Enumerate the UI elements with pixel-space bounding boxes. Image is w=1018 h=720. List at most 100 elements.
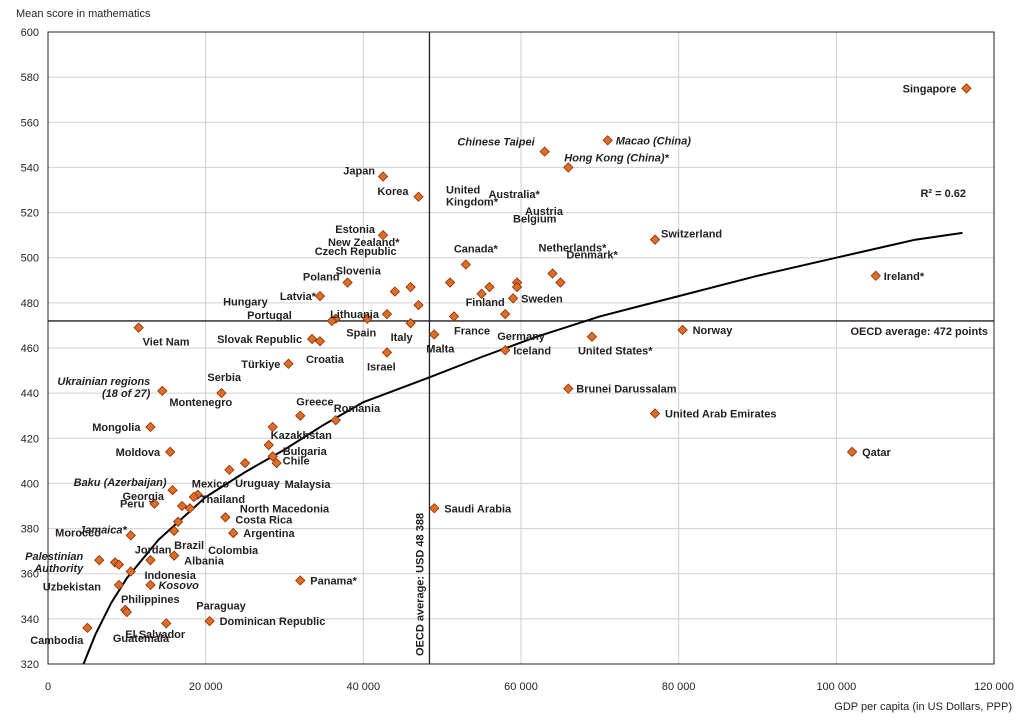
label-dominican-republic: Dominican Republic [220, 616, 326, 628]
point-australia [484, 281, 495, 293]
point-iceland [500, 345, 511, 356]
y-tick-label: 600 [21, 27, 39, 39]
y-axis-title: Mean score in mathematics [16, 8, 151, 20]
point-montenegro [224, 464, 235, 476]
point-kazakhstan [267, 421, 278, 433]
point-slovak-republic [306, 333, 318, 345]
y-tick-label: 580 [21, 72, 39, 84]
label-latvia: Latvia* [280, 291, 317, 303]
label-jamaica: Jamaica* [79, 524, 127, 536]
y-tick-label: 340 [21, 614, 39, 626]
x-tick-label: 120 000 [974, 681, 1014, 693]
oecd-average-gdp-label: OECD average: USD 48 388 [414, 513, 426, 656]
x-tick-label: 60 000 [504, 681, 538, 693]
y-tick-label: 380 [21, 524, 39, 536]
point-costa-rica [220, 512, 231, 523]
label-korea: Korea [377, 186, 409, 198]
point-jordan [125, 566, 136, 577]
y-tick-label: 400 [21, 478, 39, 490]
label-montenegro: Montenegro [169, 397, 232, 409]
point-serbia [216, 387, 227, 399]
point-mongolia [145, 421, 156, 433]
label-poland: Poland [303, 272, 340, 284]
point-new-zealand [413, 299, 424, 311]
y-tick-label: 420 [21, 433, 39, 445]
x-tick-label: 0 [45, 681, 51, 693]
reference-lines: OECD average: 472 points OECD average: US… [48, 32, 994, 664]
point-estonia [377, 229, 389, 241]
point-poland [342, 277, 353, 288]
x-axis-title: GDP per capita (in US Dollars, PPP) [834, 701, 1012, 713]
point-united-states [586, 331, 598, 342]
label-qatar: Qatar [862, 447, 891, 459]
label-united-arab-emirates: United Arab Emirates [665, 408, 776, 420]
label-saudi-arabia: Saudi Arabia [444, 503, 512, 515]
point-chile [267, 451, 278, 462]
point-georgia [176, 500, 188, 512]
x-tick-label: 100 000 [816, 681, 856, 693]
label-brazil: Brazil [174, 540, 204, 552]
point-israel [381, 347, 393, 358]
label-mexico: Mexico [192, 479, 230, 491]
label-hong-kong-china: Hong Kong (China)* [564, 152, 669, 164]
label-bulgaria: Bulgaria [283, 446, 328, 458]
point-colombia [172, 516, 184, 527]
point-paraguay [161, 618, 172, 629]
label-singapore: Singapore [903, 83, 957, 95]
label-costa-rica: Costa Rica [235, 514, 293, 526]
label-slovenia: Slovenia [336, 266, 382, 278]
label-israel: Israel [367, 362, 396, 374]
trend-r2-label: R² = 0.62 [920, 188, 966, 200]
point-t-rkiye [283, 358, 294, 369]
label-philippines: Philippines [121, 594, 180, 606]
point-croatia [314, 336, 326, 347]
point-sweden [507, 293, 519, 304]
point-philippines [113, 579, 125, 591]
data-points [82, 83, 972, 634]
point-malaysia [271, 457, 282, 469]
point-peru [149, 498, 160, 509]
point-germany [500, 308, 511, 320]
point-united-kingdom [444, 277, 456, 288]
point-labels: Singapore Macao (China) Chinese Taipei Hong… [25, 83, 956, 646]
point-latvia [314, 290, 326, 302]
label-cambodia: Cambodia [30, 635, 84, 647]
point-chinese-taipei [539, 146, 550, 157]
point-qatar [846, 446, 858, 457]
label-uruguay: Uruguay [235, 478, 280, 490]
point-malta [429, 329, 440, 340]
label-jordan: Jordan [135, 544, 172, 556]
label-thailand: Thailand [200, 494, 245, 506]
label-north-macedonia: North Macedonia [240, 503, 330, 515]
axis-ticks: 320 340 360 380 400 420 440 460 480 500 520 540 560 5… [21, 27, 1014, 693]
point-japan [377, 171, 389, 182]
label-denmark: Denmark* [566, 250, 618, 262]
label-switzerland: Switzerland [661, 229, 722, 241]
label-indonesia: Indonesia [144, 570, 196, 582]
label-ireland: Ireland* [884, 271, 925, 283]
label-united-states: United States* [578, 346, 653, 358]
point-lithuania [381, 308, 393, 320]
point-greece [295, 410, 306, 421]
point-albania [168, 550, 180, 561]
point-norway [677, 324, 688, 336]
point-slovenia [389, 286, 401, 297]
y-tick-label: 460 [21, 343, 39, 355]
point-moldova [165, 446, 176, 457]
point-bulgaria [263, 439, 274, 451]
point-hong-kong-china [563, 162, 574, 173]
label-united-kingdom: United Kingdom* [446, 185, 499, 209]
point-kosovo [145, 579, 156, 591]
label-australia: Australia* [488, 189, 540, 201]
point-panama [295, 575, 306, 586]
label-kosovo: Kosovo [158, 580, 199, 592]
label-kazakhstan: Kazakhstan [271, 430, 332, 442]
point-switzerland [649, 234, 661, 245]
oecd-average-score-label: OECD average: 472 points [850, 326, 988, 338]
point-north-macedonia [184, 503, 196, 514]
y-tick-label: 500 [21, 253, 39, 265]
label-serbia: Serbia [207, 372, 242, 384]
label-t-rkiye: Türkiye [241, 359, 280, 371]
point-thailand [188, 491, 200, 503]
label-portugal: Portugal [247, 310, 292, 322]
